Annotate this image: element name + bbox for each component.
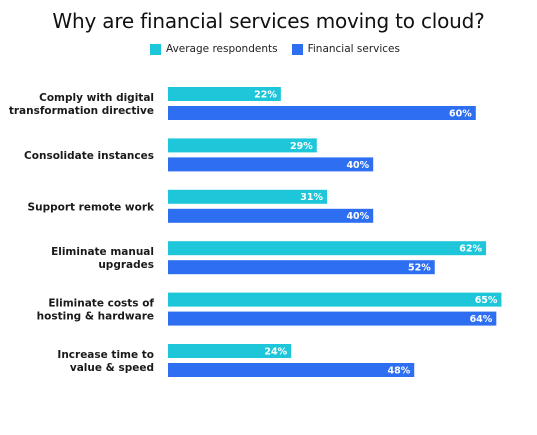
bar-average-respondents (168, 138, 317, 153)
value-label: 22% (254, 89, 277, 100)
bar-average-respondents (168, 344, 292, 358)
bar-average-respondents (168, 292, 502, 307)
bar-average-respondents (168, 241, 487, 256)
bar-group: Eliminate costs of hosting & hardware 65% 6… (37, 292, 502, 326)
legend-swatch-average-respondents (150, 43, 161, 55)
value-label: 29% (290, 141, 313, 152)
value-label: 31% (300, 192, 323, 203)
legend-swatch-financial-services (291, 43, 303, 55)
category-label-line: transformation directive (9, 105, 154, 117)
value-label: 48% (387, 365, 410, 376)
category-label: Eliminate manual upgrades (51, 246, 154, 271)
bar-group: Support remote work 31% 40% (28, 189, 374, 223)
bar-group: Increase time to value & speed 24% 48% (57, 344, 415, 377)
category-label-line: Eliminate manual (51, 246, 154, 258)
value-label: 60% (449, 108, 472, 119)
value-label: 62% (459, 244, 482, 255)
category-label: Eliminate costs of hosting & hardware (37, 298, 155, 323)
legend-label-average-respondents: Average respondents (166, 43, 278, 55)
value-label: 40% (346, 160, 369, 171)
bar-average-respondents (168, 189, 328, 204)
category-label-line: Eliminate costs of (48, 298, 154, 310)
bar-average-respondents (168, 87, 281, 101)
category-label-line: Support remote work (28, 201, 155, 213)
value-label: 40% (346, 211, 369, 222)
bar-financial-services (168, 157, 374, 172)
category-label: Increase time to value & speed (57, 349, 154, 374)
category-label-line: Consolidate instances (24, 150, 154, 162)
value-label: 24% (264, 346, 287, 357)
legend-item-financial-services: Financial services (291, 43, 400, 55)
bar-financial-services (168, 363, 415, 377)
category-label-line: Comply with digital (39, 92, 154, 104)
chart-title: Why are financial services moving to clo… (52, 9, 485, 33)
bar-financial-services (168, 311, 497, 326)
legend-item-average-respondents: Average respondents (150, 43, 278, 55)
legend-label-financial-services: Financial services (307, 43, 400, 55)
bar-group: Eliminate manual upgrades 62% 52% (51, 241, 487, 275)
bar-financial-services (168, 260, 435, 275)
category-label: Comply with digital transformation direct… (9, 92, 154, 117)
category-label: Support remote work (28, 201, 155, 213)
bar-group: Consolidate instances 29% 40% (24, 138, 374, 172)
category-label: Consolidate instances (24, 150, 154, 162)
value-label: 52% (408, 263, 431, 274)
category-label-line: upgrades (98, 259, 154, 271)
value-label: 65% (475, 295, 498, 306)
bar-financial-services (168, 208, 374, 223)
category-label-line: value & speed (70, 362, 154, 374)
category-label-line: hosting & hardware (37, 311, 154, 323)
bar-group: Comply with digital transformation direct… (9, 87, 476, 120)
chart-legend: Average respondents Financial services (150, 43, 414, 55)
value-label: 64% (470, 314, 493, 325)
category-label-line: Increase time to (57, 349, 154, 361)
bar-financial-services (168, 106, 476, 120)
